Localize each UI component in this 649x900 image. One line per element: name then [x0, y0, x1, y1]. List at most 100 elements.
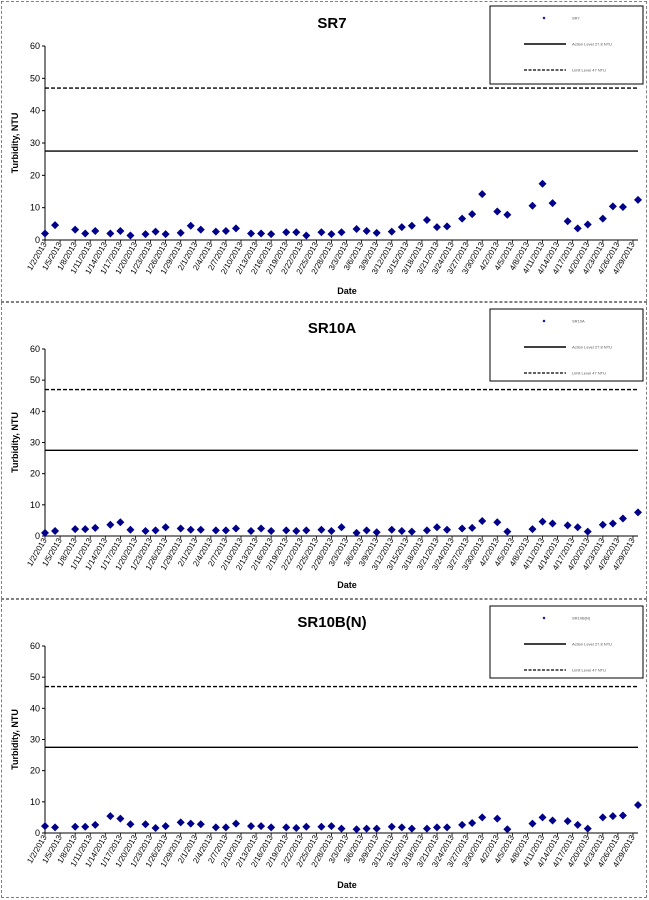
chart-panel-sr10a: SR10A 0 10 20 30 40 50 60 Turbidity, NTU 1/2/2013… — [1, 302, 647, 599]
data-point — [422, 824, 431, 833]
data-point — [91, 523, 100, 532]
data-point — [634, 195, 642, 204]
data-point — [282, 526, 291, 535]
data-point — [618, 203, 627, 212]
chart-legend: SR10A Action Level 27.8 NTU Limit Level 47… — [489, 308, 644, 382]
y-tick-label: 0 — [35, 828, 40, 838]
data-point — [563, 521, 572, 530]
data-point — [608, 202, 617, 211]
data-point — [41, 528, 49, 537]
legend-marker — [542, 16, 546, 20]
data-point — [608, 812, 617, 821]
y-tick-label: 50 — [30, 375, 40, 385]
data-point — [186, 221, 195, 230]
y-tick-label: 30 — [30, 138, 40, 148]
data-point — [126, 820, 135, 829]
data-point — [81, 822, 90, 831]
data-point — [618, 514, 627, 523]
data-point — [231, 819, 240, 828]
y-tick-label: 60 — [30, 344, 40, 354]
data-point — [186, 525, 195, 534]
y-tick-label: 0 — [35, 531, 40, 541]
data-point — [397, 823, 406, 832]
data-point — [231, 524, 240, 533]
data-point — [573, 820, 582, 829]
x-axis-label: Date — [337, 286, 357, 296]
data-point — [422, 215, 431, 224]
data-point — [151, 824, 160, 833]
data-point — [41, 822, 49, 831]
data-point — [91, 226, 100, 235]
data-point — [478, 190, 487, 199]
data-point — [362, 824, 371, 833]
legend-marker — [542, 616, 546, 620]
chart-legend: SR10B(N) Action Level 27.8 NTU Limit Level… — [489, 605, 644, 679]
data-point — [548, 519, 557, 528]
data-point — [116, 814, 125, 823]
data-point — [247, 822, 256, 831]
data-point — [161, 523, 170, 532]
data-point — [573, 224, 582, 233]
data-point — [337, 523, 346, 532]
data-point — [126, 231, 135, 240]
y-axis-label: Turbidity, NTU — [10, 113, 20, 174]
data-point — [71, 525, 80, 534]
x-axis-label: Date — [337, 880, 357, 890]
data-point — [372, 528, 381, 537]
legend-label: Limit Level 47 NTU — [572, 668, 606, 673]
data-point — [407, 221, 416, 230]
data-point — [71, 822, 80, 831]
y-tick-label: 50 — [30, 73, 40, 83]
data-point — [337, 824, 346, 833]
data-point — [387, 822, 396, 831]
data-point — [634, 508, 642, 517]
data-point — [282, 823, 291, 832]
data-point — [221, 526, 230, 535]
data-point — [257, 524, 266, 533]
data-point — [583, 824, 592, 833]
data-point — [387, 227, 396, 236]
data-point — [407, 527, 416, 536]
data-point — [598, 813, 607, 822]
data-point — [51, 527, 60, 536]
data-point — [161, 822, 170, 831]
data-point — [608, 519, 617, 528]
chart-title: SR10B(N) — [297, 614, 366, 631]
data-point — [397, 527, 406, 536]
legend-box — [489, 605, 644, 679]
data-point — [196, 820, 205, 829]
data-point — [618, 811, 627, 820]
data-point — [176, 524, 185, 533]
data-point — [432, 823, 441, 832]
legend-box — [489, 5, 644, 85]
data-point — [247, 229, 256, 238]
data-point — [151, 526, 160, 535]
chart-title: SR10A — [308, 320, 357, 337]
data-point — [292, 824, 301, 833]
data-point — [458, 524, 467, 533]
data-point — [538, 517, 547, 526]
data-point — [51, 823, 60, 832]
y-axis-label: Turbidity, NTU — [10, 709, 20, 770]
data-point — [432, 223, 441, 232]
data-point — [221, 226, 230, 235]
y-tick-label: 10 — [30, 500, 40, 510]
data-point — [317, 525, 326, 534]
chart-panel-sr10bn: SR10B(N) 0 10 20 30 40 50 60 Turbidity, NTU 1/2/2… — [1, 599, 647, 898]
data-point — [598, 520, 607, 529]
data-point — [493, 814, 502, 823]
y-tick-label: 20 — [30, 469, 40, 479]
chart-title: SR7 — [317, 15, 346, 32]
data-point — [257, 229, 266, 238]
data-point — [91, 820, 100, 829]
data-point — [443, 222, 452, 231]
data-point — [583, 527, 592, 536]
data-point — [267, 230, 276, 239]
data-point — [352, 528, 361, 537]
legend-label: Action Level 27.8 NTU — [572, 642, 612, 647]
data-point — [106, 812, 115, 821]
legend-label: Limit Level 47 NTU — [572, 68, 606, 73]
data-point — [317, 822, 326, 831]
data-point — [468, 210, 477, 219]
